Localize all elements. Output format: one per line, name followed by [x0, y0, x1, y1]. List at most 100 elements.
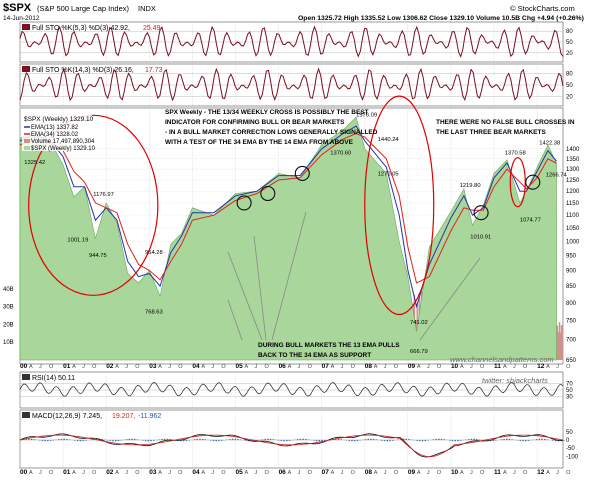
macd-hist-bar	[432, 439, 435, 440]
macd-hist-bar	[193, 439, 196, 440]
osc-axis-label: 80	[566, 72, 573, 78]
macd-hist-bar	[204, 439, 207, 440]
month-label: O	[264, 470, 269, 476]
sto1-label-text: Full STO %K(5,3) %D(3) 42.92,	[32, 25, 130, 32]
price-point-label: 768.63	[145, 309, 163, 315]
osc-axis-label: 20	[566, 51, 573, 57]
annotation-bull: DURING BULL MARKETS THE 13 EMA PULLS BAC…	[258, 342, 400, 359]
osc-axis-label: 20	[566, 94, 573, 100]
macd-hist-bar	[296, 439, 299, 440]
macd-hist-bar	[128, 438, 131, 440]
legend-volume: Volume 17,497,890,304	[31, 139, 95, 145]
legend-spx: $SPX (Weekly) 1329.10	[24, 116, 94, 123]
macd-hist-bar	[63, 438, 65, 440]
sto1-lines	[19, 25, 564, 58]
macd-hist-bar	[261, 439, 264, 440]
month-label: A	[460, 470, 464, 476]
month-label: O	[566, 470, 571, 476]
legend-spx2: $SPX (Weekly) 1329.10	[31, 146, 96, 152]
year-label: 02	[106, 363, 114, 370]
macd-panel	[19, 409, 564, 469]
macd-hist-bar	[25, 438, 27, 440]
macd-hist-bar	[525, 440, 527, 442]
month-label: O	[264, 364, 269, 370]
month-label: O	[92, 470, 97, 476]
month-label: A	[546, 470, 550, 476]
price-point-label: 1001.19	[67, 237, 88, 243]
annotation-main-line-2: INDICATOR FOR CONFIRMING BULL OR BEAR MA…	[165, 119, 345, 126]
macd-hist-bar	[150, 440, 152, 442]
macd-hist-bar	[229, 439, 231, 440]
macd-hist-bar	[381, 440, 383, 441]
macd-hist-bar	[546, 439, 549, 440]
macd-hist-bar	[516, 440, 519, 441]
macd-hist-bar	[324, 440, 326, 441]
month-label: A	[374, 470, 378, 476]
macd-hist-bar	[424, 440, 426, 441]
year-label: 09	[408, 469, 416, 476]
price-axis-label: 650	[566, 358, 577, 364]
price-point-label: 1325.42	[24, 160, 45, 166]
month-label: O	[308, 364, 313, 370]
month-label: J	[556, 364, 559, 370]
macd-value: 19.207,	[112, 413, 135, 420]
macd-hist-bar	[288, 440, 291, 441]
year-label: 06	[279, 469, 287, 476]
price-point-label: 741.02	[410, 320, 428, 326]
macd-hist-bar	[82, 440, 84, 442]
month-label: J	[556, 470, 559, 476]
month-label: J	[168, 470, 171, 476]
month-label: O	[178, 364, 183, 370]
price-axis-label: 1400	[566, 147, 580, 153]
year-label: 09	[408, 363, 416, 370]
month-label: A	[288, 470, 292, 476]
macd-hist-bar	[280, 440, 283, 441]
macd-hist-bar	[405, 438, 407, 440]
month-label: J	[39, 364, 42, 370]
year-label: 05	[235, 469, 243, 476]
price-legend: $SPX (Weekly) 1329.10 EMA(13) 1337.82 EM…	[22, 115, 96, 152]
macd-hist-bar	[245, 440, 247, 441]
header-quote: Open 1325.72 High 1335.52 Low 1306.62 Cl…	[298, 15, 584, 22]
month-label: A	[115, 364, 119, 370]
macd-hist-bar	[267, 438, 269, 440]
month-label: J	[39, 470, 42, 476]
macd-axis-label: 50	[566, 430, 573, 436]
macd-hist-bar	[321, 440, 323, 442]
macd-hist-bar	[153, 440, 155, 441]
macd-hist-bar	[449, 440, 451, 441]
macd-hist-bar	[438, 438, 440, 440]
month-label: J	[125, 470, 128, 476]
macd-hist-bar	[408, 439, 410, 440]
macd-hist-bar	[402, 438, 405, 440]
price-labels: 1325.42 1176.97 1001.19 944.75 954.28 768.63 1…	[24, 112, 567, 355]
macd-hist-bar	[117, 440, 120, 441]
year-label: 10	[451, 469, 459, 476]
price-axis-label: 1100	[566, 213, 580, 219]
annotation-false-line-1: THERE WERE NO FALSE BULL CROSSES IN	[436, 119, 575, 126]
macd-hist-bar	[68, 439, 71, 440]
macd-hist-bar	[348, 440, 350, 441]
macd-hist-bar	[307, 439, 310, 440]
chart-header: $SPX (S&P 500 Large Cap Index) INDX © St…	[3, 2, 584, 22]
macd-hist-bar	[30, 438, 33, 440]
macd-hist-bar	[511, 439, 513, 440]
macd-hist-bar	[286, 440, 288, 442]
ema-cross-circle	[525, 174, 541, 190]
price-axis-label: 1200	[566, 189, 580, 195]
macd-hist-bar	[419, 440, 421, 442]
macd-hist-bar	[231, 438, 234, 440]
month-label: J	[82, 364, 85, 370]
macd-hist-bar	[451, 440, 454, 442]
month-label: O	[308, 470, 313, 476]
month-label: J	[513, 364, 516, 370]
macd-hist-bar	[421, 440, 424, 442]
macd-axis-label: 0	[566, 438, 570, 444]
macd-label-text: MACD(12,26,9) 7.245,	[32, 413, 102, 420]
month-label: J	[341, 364, 344, 370]
volume-bar	[556, 325, 559, 360]
macd-hist-bar	[134, 438, 136, 440]
macd-hist-value: -11.962	[138, 413, 161, 420]
price-axis-label: 950	[566, 254, 577, 260]
macd-hist-bar	[383, 440, 386, 442]
